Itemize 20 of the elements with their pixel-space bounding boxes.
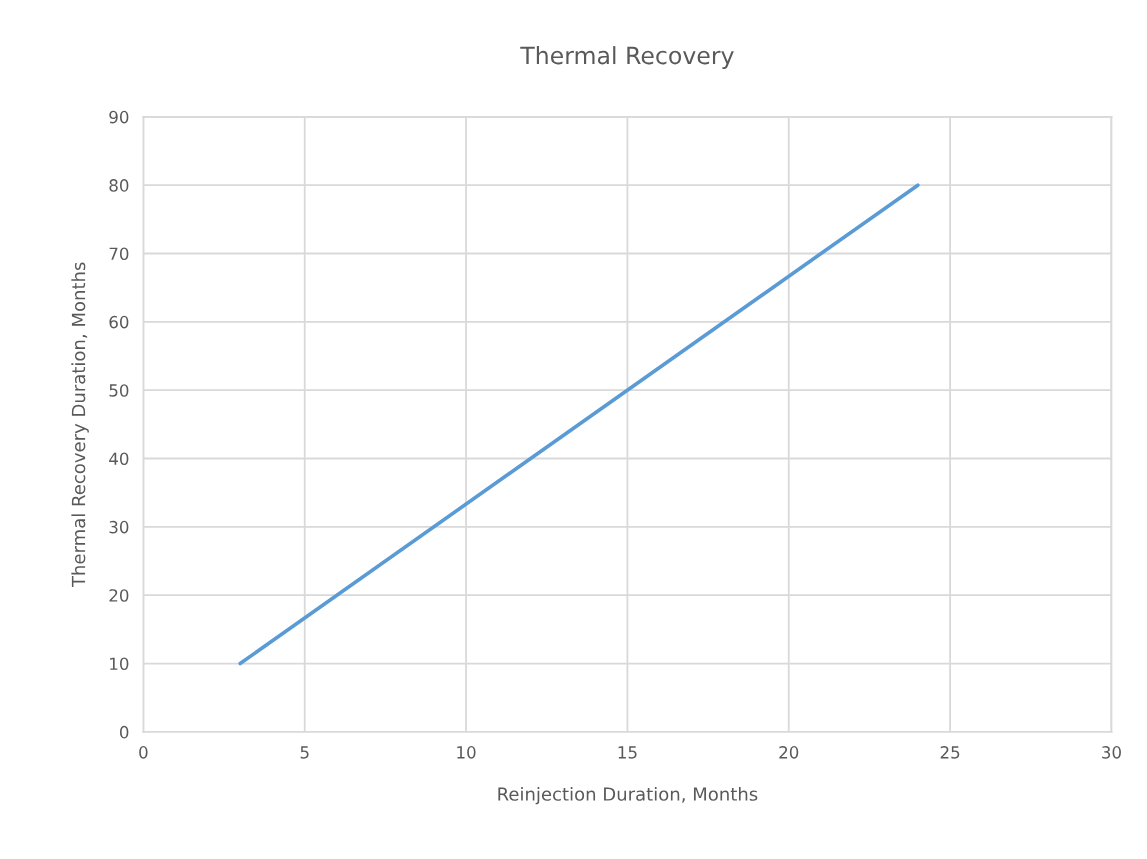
x-tick-label: 30 [1102, 746, 1121, 759]
x-tick-label: 10 [457, 746, 476, 759]
y-tick-label: 0 [119, 725, 129, 739]
x-axis-title: Reinjection Duration, Months [498, 786, 758, 805]
y-tick-label: 90 [109, 110, 129, 124]
x-tick-label: 5 [300, 746, 309, 759]
y-tick-label: 50 [109, 384, 129, 397]
x-tick-label: 0 [139, 746, 148, 759]
chart-title: Thermal Recovery [520, 46, 734, 69]
y-tick-label: 30 [109, 520, 129, 534]
y-tick-label: 60 [109, 315, 129, 329]
x-tick-label: 20 [779, 746, 799, 759]
y-tick-label: 20 [109, 589, 129, 602]
y-axis-title: Thermal Recovery Duration, Months [71, 262, 89, 588]
x-tick-label: 15 [618, 746, 637, 759]
y-tick-label: 10 [110, 657, 129, 671]
y-tick-label: 40 [109, 452, 129, 466]
y-tick-label: 80 [109, 179, 129, 192]
x-tick-label: 25 [940, 746, 960, 759]
y-tick-label: 70 [109, 247, 129, 261]
